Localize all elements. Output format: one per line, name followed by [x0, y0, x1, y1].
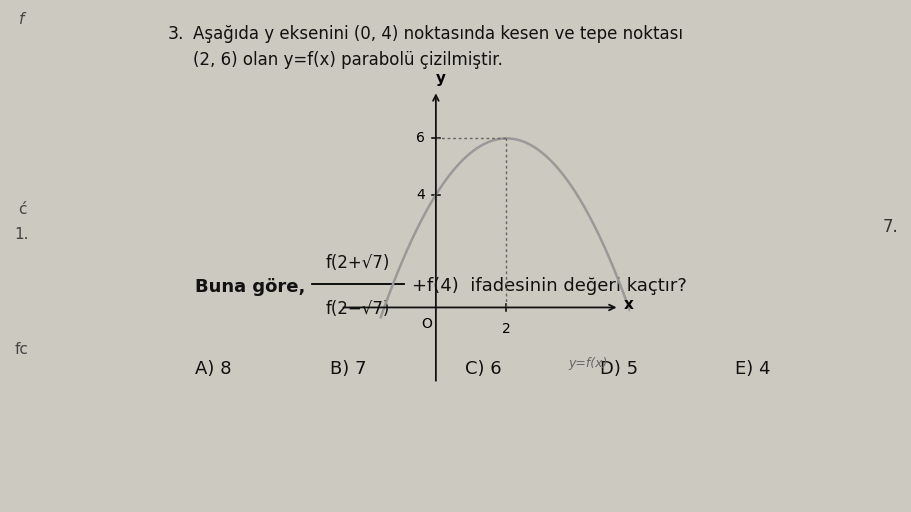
Text: fc: fc	[15, 342, 29, 357]
Text: D) 5: D) 5	[600, 360, 638, 378]
Text: f: f	[19, 12, 25, 27]
Text: 3.: 3.	[168, 25, 185, 43]
Text: x: x	[623, 297, 633, 312]
Text: (2, 6) olan y=f(x) parabolü çizilmiştir.: (2, 6) olan y=f(x) parabolü çizilmiştir.	[193, 51, 503, 69]
Text: Buna göre,: Buna göre,	[195, 278, 305, 296]
Text: Aşağıda y eksenini (0, 4) noktasında kesen ve tepe noktası: Aşağıda y eksenini (0, 4) noktasında kes…	[193, 25, 683, 43]
Text: 6: 6	[416, 132, 425, 145]
Text: ć: ć	[17, 202, 26, 217]
Text: 2: 2	[502, 322, 511, 335]
Text: 7.: 7.	[882, 218, 898, 236]
Text: f(2+√7): f(2+√7)	[326, 254, 390, 272]
Text: 4: 4	[416, 188, 425, 202]
Text: O: O	[422, 317, 433, 331]
Text: B) 7: B) 7	[330, 360, 366, 378]
Text: A) 8: A) 8	[195, 360, 231, 378]
Text: y=f(x): y=f(x)	[568, 357, 608, 370]
Text: y: y	[436, 71, 446, 86]
Text: C) 6: C) 6	[465, 360, 502, 378]
Text: E) 4: E) 4	[735, 360, 771, 378]
Text: +f(4)  ifadesinin değeri kaçtır?: +f(4) ifadesinin değeri kaçtır?	[412, 277, 687, 295]
Text: f(2−√7): f(2−√7)	[326, 300, 390, 318]
Text: 1.: 1.	[15, 227, 29, 242]
